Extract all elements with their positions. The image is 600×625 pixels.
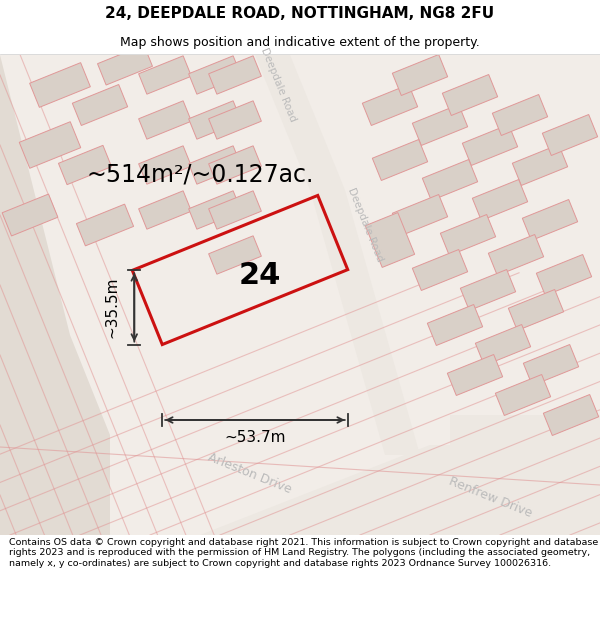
Text: ~53.7m: ~53.7m <box>224 431 286 446</box>
Polygon shape <box>19 122 81 168</box>
Polygon shape <box>76 204 134 246</box>
Polygon shape <box>365 213 415 268</box>
Polygon shape <box>188 191 241 229</box>
Polygon shape <box>488 234 544 276</box>
Polygon shape <box>209 146 262 184</box>
Polygon shape <box>542 114 598 156</box>
Polygon shape <box>209 101 262 139</box>
Polygon shape <box>98 45 152 85</box>
Polygon shape <box>448 354 503 396</box>
Polygon shape <box>188 56 241 94</box>
Text: Arleston Drive: Arleston Drive <box>206 450 294 496</box>
Polygon shape <box>460 269 515 311</box>
Polygon shape <box>58 146 112 184</box>
Polygon shape <box>412 249 467 291</box>
Polygon shape <box>463 124 518 166</box>
Polygon shape <box>472 179 527 221</box>
Polygon shape <box>508 289 563 331</box>
Polygon shape <box>440 214 496 256</box>
Polygon shape <box>362 84 418 126</box>
Polygon shape <box>209 236 262 274</box>
Polygon shape <box>512 144 568 186</box>
Polygon shape <box>373 139 428 181</box>
Text: 24: 24 <box>239 261 281 289</box>
Polygon shape <box>536 254 592 296</box>
Polygon shape <box>139 191 191 229</box>
Polygon shape <box>188 101 241 139</box>
Text: Deepdale Road: Deepdale Road <box>259 46 298 124</box>
Text: 24, DEEPDALE ROAD, NOTTINGHAM, NG8 2FU: 24, DEEPDALE ROAD, NOTTINGHAM, NG8 2FU <box>106 6 494 21</box>
Polygon shape <box>209 56 262 94</box>
Polygon shape <box>29 62 91 107</box>
Polygon shape <box>450 415 600 535</box>
Polygon shape <box>544 394 599 436</box>
Polygon shape <box>209 191 262 229</box>
Text: ~514m²/~0.127ac.: ~514m²/~0.127ac. <box>86 163 314 187</box>
Polygon shape <box>0 55 600 535</box>
Text: Map shows position and indicative extent of the property.: Map shows position and indicative extent… <box>120 36 480 49</box>
Text: Contains OS data © Crown copyright and database right 2021. This information is : Contains OS data © Crown copyright and d… <box>9 538 598 568</box>
Polygon shape <box>392 54 448 96</box>
Polygon shape <box>188 146 241 184</box>
Polygon shape <box>73 84 128 126</box>
Polygon shape <box>475 324 530 366</box>
Text: Renfrew Drive: Renfrew Drive <box>446 474 533 519</box>
Polygon shape <box>422 159 478 201</box>
Polygon shape <box>412 104 467 146</box>
Polygon shape <box>392 194 448 236</box>
Text: Deepdale Road: Deepdale Road <box>346 186 385 264</box>
Polygon shape <box>139 56 191 94</box>
Polygon shape <box>442 74 497 116</box>
Text: ~35.5m: ~35.5m <box>105 277 120 338</box>
Polygon shape <box>523 344 578 386</box>
Polygon shape <box>523 199 578 241</box>
Polygon shape <box>0 445 600 535</box>
Polygon shape <box>496 374 551 416</box>
Polygon shape <box>139 146 191 184</box>
Polygon shape <box>2 194 58 236</box>
Polygon shape <box>427 304 482 346</box>
Polygon shape <box>493 94 548 136</box>
Polygon shape <box>139 101 191 139</box>
Polygon shape <box>255 55 345 190</box>
Polygon shape <box>0 55 110 535</box>
Polygon shape <box>310 190 420 455</box>
